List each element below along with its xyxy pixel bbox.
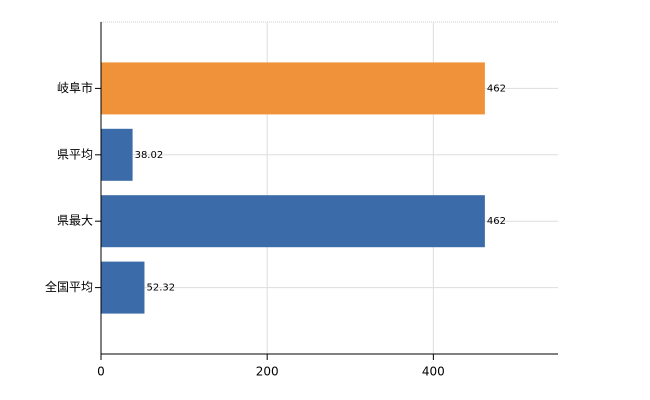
- x-tick-label: 0: [97, 365, 105, 379]
- value-label: 38.02: [135, 150, 164, 161]
- value-label: 462: [487, 216, 506, 227]
- x-tick-label: 400: [422, 365, 445, 379]
- bar: [101, 62, 485, 115]
- value-label: 462: [487, 83, 506, 94]
- y-tick-label: 県最大: [57, 214, 93, 228]
- y-tick-label: 岐阜市: [57, 80, 93, 95]
- bar: [101, 261, 145, 314]
- y-tick-label: 県平均: [57, 147, 93, 161]
- y-tick-label: 全国平均: [45, 279, 93, 294]
- x-tick-label: 200: [256, 365, 279, 379]
- bar: [101, 128, 133, 181]
- value-label: 52.32: [146, 283, 175, 294]
- bar: [101, 195, 485, 248]
